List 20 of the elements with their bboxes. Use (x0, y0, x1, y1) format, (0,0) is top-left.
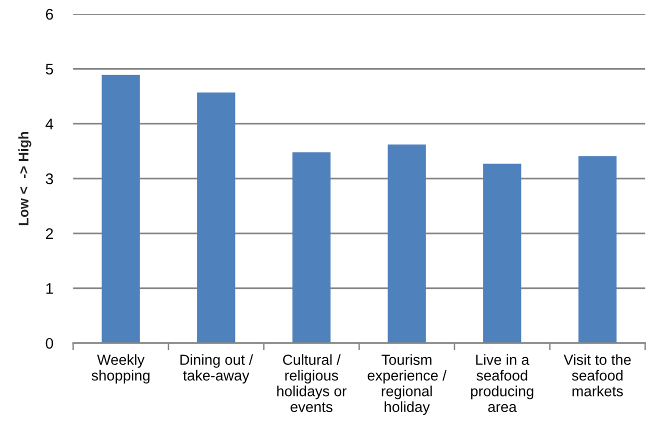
y-tick-label: 4 (46, 118, 54, 130)
bar (388, 144, 426, 344)
y-tick-label: 2 (46, 228, 53, 239)
y-tick-label: 6 (46, 8, 54, 20)
x-tick-label: Cultural / religious holidays or events (277, 354, 347, 412)
y-tick-label: 5 (46, 64, 54, 75)
y-tick-label: 3 (46, 173, 54, 184)
y-tick-label: 1 (46, 283, 53, 294)
bar (483, 164, 522, 344)
bar (578, 156, 617, 344)
x-tick-label: Visit to the seafood markets (564, 354, 631, 396)
bar (197, 92, 236, 344)
bar (102, 74, 140, 344)
x-tick-label: Dining out / take-away (180, 354, 254, 384)
x-tick-label: Weekly shopping (92, 354, 150, 384)
x-tick-label: Live in a seafood producing area (471, 354, 534, 412)
bar (292, 152, 331, 344)
x-tick-label: Tourism experience / regional holiday (368, 354, 447, 415)
y-tick-label: 0 (46, 338, 54, 349)
y-axis-title: Low < -> High (18, 132, 32, 226)
